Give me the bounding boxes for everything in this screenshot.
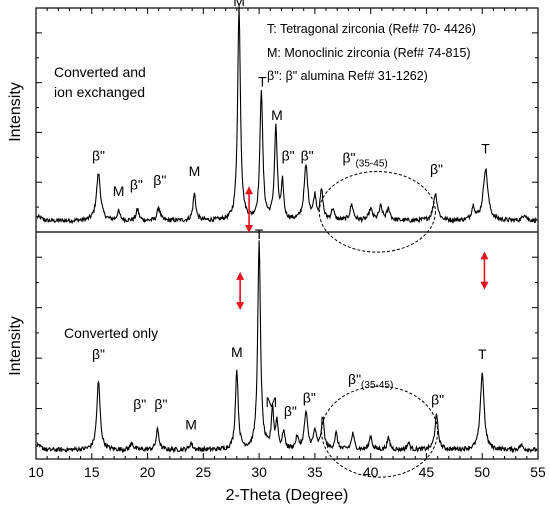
annotation-arrows: [236, 186, 489, 311]
diffraction-traces: [36, 6, 538, 454]
peak-label-bottom: M: [266, 394, 278, 410]
double-arrow-bottom: [480, 251, 489, 290]
peak-label-bottom: β"(35-45): [348, 371, 393, 391]
peak-label-bottom: M: [185, 416, 197, 432]
arrow-head-down: [245, 225, 254, 233]
trace-bottom: [36, 240, 538, 454]
note-bottom: Converted only: [64, 325, 158, 341]
peak-label-subscript: (35-45): [355, 159, 387, 170]
ellipse-top: [318, 171, 436, 253]
peak-label-top: β": [301, 147, 314, 163]
x-tick-label: 55: [530, 464, 546, 480]
peak-label-bottom: β": [133, 396, 146, 412]
peak-label-top: β"(35-45): [342, 150, 387, 170]
ellipse-bottom: [321, 385, 439, 478]
x-tick-label: 45: [419, 464, 435, 480]
note-top-line-1: Converted and: [54, 64, 146, 80]
x-axis-title: 2-Theta (Degree): [226, 487, 349, 504]
peak-label-top: T: [481, 141, 490, 157]
annotation-ellipses: [318, 171, 439, 478]
plot-border: [35, 7, 539, 460]
peak-label-top: T: [258, 73, 267, 89]
x-tick-label: 20: [140, 464, 156, 480]
peak-label-top: M: [113, 183, 125, 199]
peak-label-top: β": [153, 172, 166, 188]
axis-ticks: 10 15 20 25 30 35 40 45 50 55: [28, 8, 546, 480]
legend-line-monoclinic: M: Monoclinic zirconia (Ref# 74-815): [267, 46, 471, 60]
y-axis-title-bottom: Intensity: [7, 316, 24, 376]
legend-line-tetragonal: T: Tetragonal zirconia (Ref# 70- 4426): [267, 22, 476, 36]
x-tick-label: 15: [84, 464, 100, 480]
peak-label-bottom: β": [154, 396, 167, 412]
double-arrow-top: [245, 186, 254, 233]
y-axis-title-top: Intensity: [7, 82, 24, 142]
peak-label-bottom: β": [431, 392, 444, 408]
peak-label-top: M: [271, 107, 283, 123]
peak-label-bottom: T: [478, 346, 487, 362]
plot-frame: [35, 7, 539, 460]
double-arrow-bottom: [236, 271, 245, 311]
arrow-head-up: [245, 186, 254, 195]
peak-label-top: β": [282, 147, 295, 163]
arrow-head-up: [480, 251, 489, 260]
peak-label-top: β": [430, 161, 443, 177]
x-tick-label: 25: [196, 464, 212, 480]
x-tick-label: 50: [474, 464, 490, 480]
legend-line-beta-alumina: β": β" alumina Ref# 31-1262): [267, 69, 428, 83]
x-tick-label: 10: [28, 464, 44, 480]
peak-label-bottom: β": [92, 346, 105, 362]
arrow-head-down: [480, 281, 489, 290]
peak-label-bottom: β": [284, 403, 297, 419]
trace-top: [36, 6, 538, 225]
peak-label-bottom: T: [255, 226, 264, 242]
peak-label-top: M: [189, 163, 201, 179]
arrow-head-down: [236, 302, 245, 311]
peak-label-top: M: [233, 0, 245, 9]
note-top: Converted and ion exchanged: [54, 64, 146, 100]
legend: T: Tetragonal zirconia (Ref# 70- 4426) M…: [267, 22, 476, 83]
peak-label-bottom: M: [231, 344, 243, 360]
peak-label-subscript: (35-45): [361, 380, 393, 391]
note-bottom-line-1: Converted only: [64, 325, 158, 341]
x-tick-label: 40: [363, 464, 379, 480]
peak-label-top: β": [92, 147, 105, 163]
x-tick-label: 30: [251, 464, 267, 480]
arrow-head-up: [236, 271, 245, 280]
x-tick-label: 35: [307, 464, 323, 480]
peak-label-top: β": [130, 176, 143, 192]
note-top-line-2: ion exchanged: [54, 84, 145, 100]
peak-label-bottom: β": [303, 389, 316, 405]
